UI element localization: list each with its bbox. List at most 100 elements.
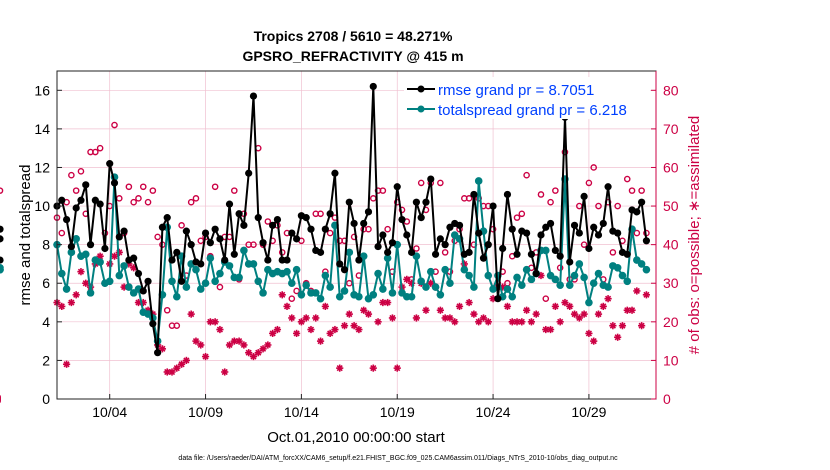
obs-assimilated-stroke (513, 318, 521, 325)
series-spread-point (417, 277, 425, 286)
obs-possible-point (614, 202, 621, 210)
obs-assimilated-stroke (221, 368, 228, 376)
obs-assimilated-stroke (561, 299, 569, 306)
obs-assimilated-stroke (547, 326, 554, 333)
series-spread-point (575, 260, 584, 268)
obs-assimilated-stroke (245, 349, 252, 356)
obs-possible-point (413, 245, 420, 252)
obs-assimilated-point (336, 364, 344, 372)
series-spread-point (335, 292, 344, 301)
obs-assimilated-stroke (73, 291, 80, 298)
series-rmse-point (201, 229, 210, 237)
obs-assimilated-point (575, 314, 583, 322)
obs-assimilated-point (77, 268, 85, 276)
obs-assimilated-point (278, 291, 286, 299)
obs-assimilated-stroke (250, 353, 257, 360)
y-right-tick-label: 70 (663, 121, 679, 137)
obs-assimilated-point (240, 341, 248, 349)
series-spread-point (369, 291, 378, 299)
obs-assimilated-point (532, 310, 540, 318)
obs-possible-point (465, 195, 473, 202)
series-rmse-point (144, 277, 152, 285)
obs-assimilated-stroke (566, 303, 573, 310)
series-rmse-point (441, 241, 449, 249)
obs-assimilated-point (628, 306, 636, 314)
obs-assimilated-point (393, 364, 401, 372)
obs-possible-point (561, 148, 569, 156)
y-right-tick-label: 80 (663, 82, 679, 98)
obs-assimilated-stroke (394, 365, 401, 372)
obs-assimilated-point (479, 314, 488, 322)
series-spread-point (67, 248, 76, 257)
series-rmse-point (77, 196, 85, 204)
obs-assimilated-point (412, 314, 420, 322)
series-rmse-point (273, 215, 282, 224)
obs-possible-point (595, 202, 602, 210)
series-rmse-point (408, 248, 416, 256)
chart-subtitle: GPSRO_REFRACTIVITY @ 415 m (242, 48, 463, 64)
obs-assimilated-stroke (504, 303, 511, 310)
obs-assimilated-point (436, 306, 444, 314)
series-spread-point (240, 246, 248, 255)
obs-assimilated-point (642, 291, 651, 299)
series-rmse-point (499, 244, 507, 253)
series-rmse-point (527, 250, 536, 258)
y-left-tick-label: 6 (42, 275, 50, 291)
obs-possible-point (111, 121, 118, 129)
series-rmse-point (288, 229, 296, 237)
obs-possible-point (580, 241, 588, 248)
obs-assimilated-point (312, 314, 320, 322)
series-spread-point (422, 283, 430, 291)
obs-assimilated-stroke (255, 349, 262, 356)
obs-assimilated-point (360, 306, 368, 314)
series-rmse-point (379, 231, 387, 239)
series-spread-point (513, 273, 521, 282)
obs-possible-point (609, 249, 617, 256)
obs-possible-point (585, 179, 593, 187)
obs-assimilated-point (465, 298, 473, 307)
obs-assimilated-point (590, 337, 598, 345)
series-rmse-point (446, 223, 454, 231)
obs-possible-point (0, 187, 4, 194)
series-rmse-point (431, 250, 440, 258)
obs-assimilated-point (638, 322, 646, 330)
series-rmse-point (115, 233, 123, 241)
obs-possible-point (192, 195, 200, 202)
series-spread-point (292, 265, 301, 274)
series-rmse-point (110, 179, 119, 187)
obs-assimilated-stroke (475, 318, 482, 325)
obs-assimilated-stroke (552, 303, 559, 310)
series-rmse-point (494, 295, 502, 303)
series-rmse-point (556, 252, 564, 260)
obs-assimilated-stroke (226, 341, 233, 349)
legend-spread-label: totalspread grand pr = 6.218 (438, 102, 627, 119)
x-tick-label: 10/14 (284, 404, 319, 420)
obs-assimilated-point (345, 310, 353, 318)
obs-assimilated-stroke (590, 338, 597, 345)
y-left-tick-label: 4 (42, 314, 50, 330)
obs-assimilated-point (273, 325, 282, 334)
obs-assimilated-point (307, 325, 315, 334)
obs-assimilated-point (518, 318, 526, 326)
obs-assimilated-stroke (518, 318, 525, 325)
obs-assimilated-stroke (58, 303, 65, 310)
series-rmse-point (436, 235, 444, 243)
series-rmse-point (566, 258, 574, 266)
obs-possible-point (72, 187, 80, 194)
obs-assimilated-stroke (317, 338, 324, 345)
obs-assimilated-stroke (403, 276, 410, 283)
obs-possible-point (68, 171, 75, 179)
series-rmse-point (254, 214, 262, 222)
series-rmse-point (638, 198, 646, 206)
obs-possible-point (633, 229, 641, 237)
obs-assimilated-point (556, 318, 564, 326)
series-rmse-point (599, 219, 607, 228)
obs-assimilated-stroke (293, 330, 300, 337)
obs-possible-point (77, 168, 85, 175)
series-rmse-point (590, 223, 598, 231)
series-spread-point (460, 265, 469, 274)
obs-possible-point (523, 171, 530, 179)
series-spread-point (508, 292, 517, 301)
y-left-tick-label: 16 (34, 82, 50, 98)
